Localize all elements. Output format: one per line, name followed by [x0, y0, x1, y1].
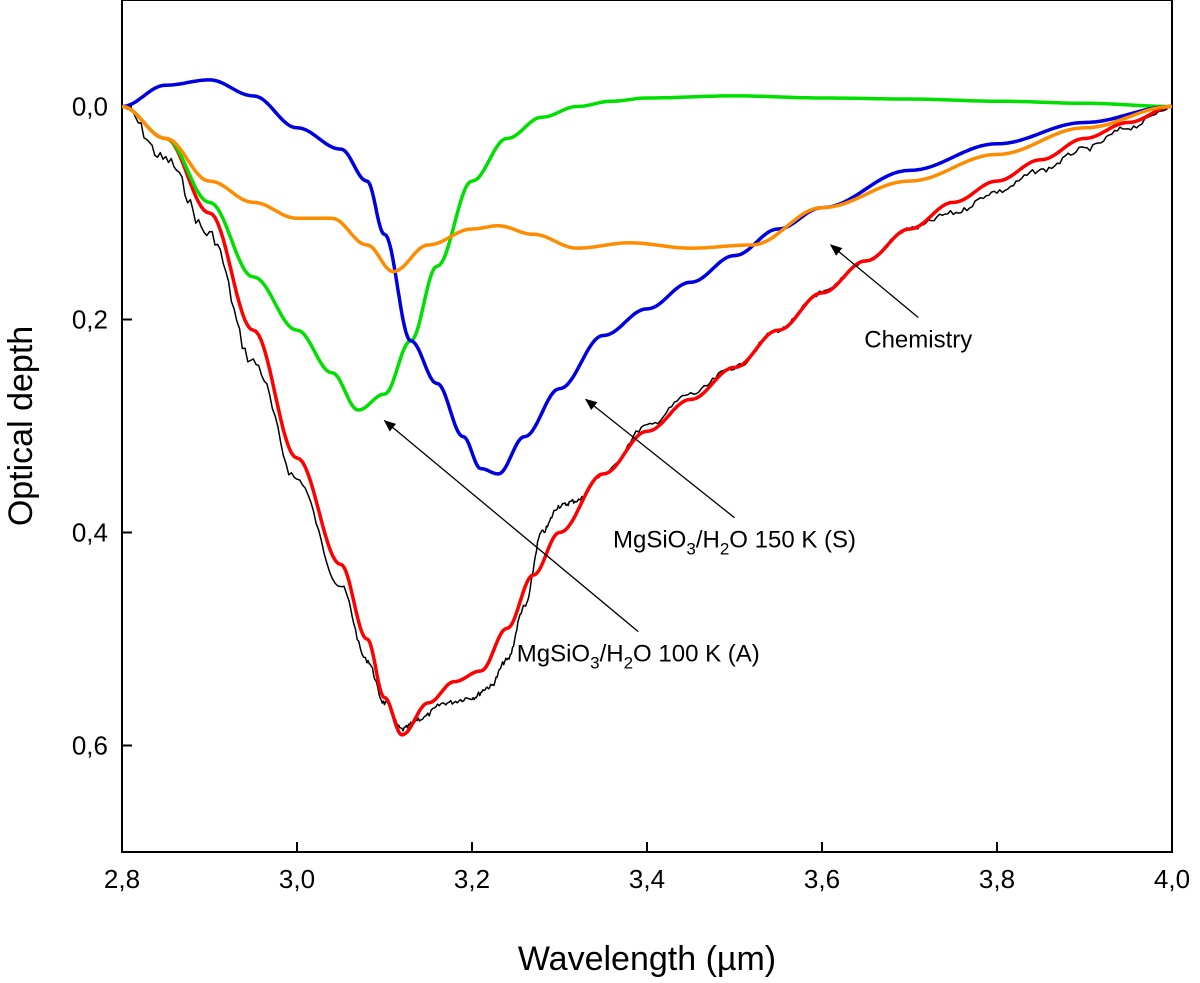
y-tick-label: 0,6 — [72, 731, 108, 761]
y-axis-title: Optical depth — [2, 326, 40, 526]
annotation-text: O 100 K (A) — [633, 641, 760, 668]
annotation-text: /H — [696, 527, 720, 554]
x-tick-label: 4,0 — [1154, 864, 1190, 894]
annotation-subscript: 3 — [590, 654, 599, 673]
annotation-text: MgSiO — [613, 527, 686, 554]
x-tick-label: 3,0 — [279, 864, 315, 894]
plot-frame — [121, 0, 1173, 853]
y-tick-label: 0,2 — [72, 305, 108, 335]
annotation-label-0: Chemistry — [864, 326, 972, 353]
annotation-arrow-1 — [584, 398, 735, 519]
y-axis: 0,0 0,2 0,4 0,6 — [72, 92, 132, 761]
annotation-arrow-2 — [383, 420, 639, 633]
x-axis: 2,8 3,0 3,2 3,4 3,6 3,8 4,0 — [104, 842, 1190, 894]
annotation-subscript: 2 — [624, 654, 633, 673]
annotation-arrow-0 — [829, 244, 919, 318]
annotation-label-1: MgSiO3/H2O 150 K (S) — [613, 527, 856, 559]
x-tick-label: 2,8 — [104, 864, 140, 894]
annotation-text: O 150 K (S) — [729, 527, 856, 554]
x-tick-label: 3,4 — [629, 864, 665, 894]
series-layer — [121, 78, 1173, 737]
series-line-0 — [121, 104, 1173, 732]
x-axis-title: Wavelength (µm) — [518, 940, 776, 978]
series-line-2 — [121, 94, 1172, 412]
annotation-text: /H — [600, 641, 624, 668]
series-line-1 — [121, 104, 1173, 737]
annotation-subscript: 2 — [720, 540, 729, 559]
series-line-4 — [121, 104, 1173, 274]
annotation-label-2: MgSiO3/H2O 100 K (A) — [517, 641, 760, 673]
y-tick-label: 0,0 — [72, 92, 108, 122]
x-tick-label: 3,2 — [454, 864, 490, 894]
x-tick-label: 3,6 — [804, 864, 840, 894]
y-tick-label: 0,4 — [72, 518, 108, 548]
annotation-subscript: 3 — [686, 540, 695, 559]
annotation-text: MgSiO — [517, 641, 590, 668]
x-tick-label: 3,8 — [979, 864, 1015, 894]
